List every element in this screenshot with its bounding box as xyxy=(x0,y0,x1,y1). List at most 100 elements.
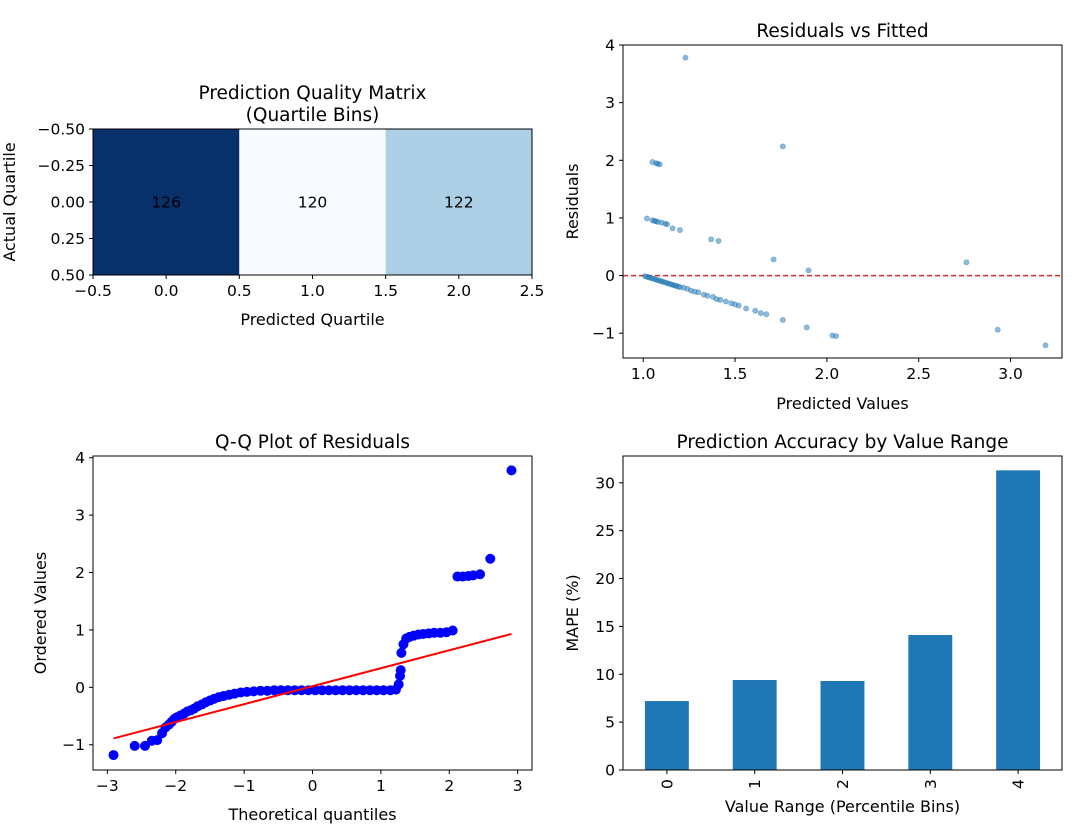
scatter-point xyxy=(763,311,770,318)
qq-point xyxy=(371,685,382,696)
scatter-point xyxy=(695,289,702,296)
y-tick-label: −0.25 xyxy=(38,157,86,175)
x-tick-label: 3 xyxy=(922,779,940,789)
qq-point xyxy=(447,625,458,636)
qq-point xyxy=(351,685,362,696)
x-tick-label: 4 xyxy=(1010,779,1028,789)
y-axis-label: Ordered Values xyxy=(31,552,50,674)
qq-point xyxy=(344,685,355,696)
y-tick-label: −1 xyxy=(592,325,615,343)
cell-value-label: 126 xyxy=(151,194,181,212)
y-tick-label: 0.25 xyxy=(50,230,85,248)
x-tick-label: 0 xyxy=(308,777,318,795)
y-tick-label: 30 xyxy=(595,474,615,492)
y-tick-label: 3 xyxy=(605,94,615,112)
qq-point xyxy=(485,553,496,564)
qq-point xyxy=(395,665,406,676)
qq-fit-line xyxy=(113,632,512,740)
scatter-point xyxy=(715,238,722,244)
y-axis-label: Residuals xyxy=(563,164,582,240)
chart-title: Residuals vs Fitted xyxy=(756,21,928,42)
y-tick-label: 1 xyxy=(75,621,85,639)
x-tick-label: 0 xyxy=(658,779,676,789)
y-tick-label: 3 xyxy=(75,507,85,525)
x-tick-label: −3 xyxy=(96,777,119,795)
qq-point xyxy=(108,750,119,761)
qq-point xyxy=(358,685,369,696)
scatter-point xyxy=(682,54,689,61)
scatter-point xyxy=(717,296,724,303)
x-tick-label: 1.5 xyxy=(723,365,748,383)
scatter-point xyxy=(708,236,715,243)
y-axis-label: Actual Quartile xyxy=(0,142,19,261)
x-tick-label: 2.5 xyxy=(520,282,545,300)
qq-point xyxy=(129,740,140,751)
qq-point xyxy=(269,685,280,696)
x-axis-label: Theoretical quantiles xyxy=(227,805,396,824)
heatmap-cell xyxy=(239,129,386,275)
chart-title: Prediction Quality Matrix xyxy=(198,83,426,104)
x-tick-label: 2.5 xyxy=(906,365,931,383)
x-tick-label: 2 xyxy=(834,779,852,789)
scatter-point xyxy=(779,143,786,150)
qq-point xyxy=(310,685,321,696)
x-tick-label: −1 xyxy=(233,777,256,795)
x-tick-label: 2.0 xyxy=(815,365,840,383)
qq-point xyxy=(337,685,348,696)
y-tick-label: 20 xyxy=(595,570,615,588)
prediction-quality-heatmap: 126 120 122 −0.5 0.0 0.5 1.0 1.5 2.0 2.5 −0.50 −0.2… xyxy=(0,83,544,329)
qq-point xyxy=(378,685,389,696)
y-tick-label: 0 xyxy=(605,762,615,780)
scatter-point xyxy=(735,302,742,309)
scatter-point xyxy=(779,317,786,323)
scatter-point xyxy=(743,305,749,312)
y-tick-label: 2 xyxy=(605,152,615,170)
qq-point xyxy=(330,685,341,696)
chart-title: Q-Q Plot of Residuals xyxy=(215,432,410,453)
qq-point xyxy=(396,647,407,658)
bar xyxy=(732,680,777,770)
y-tick-label: 4 xyxy=(75,449,85,467)
y-tick-label: 5 xyxy=(605,714,615,732)
x-tick-label: 1.0 xyxy=(631,365,656,383)
y-tick-label: 10 xyxy=(595,666,615,684)
x-tick-label: −0.5 xyxy=(74,282,112,300)
bar xyxy=(820,680,865,770)
qq-point xyxy=(506,465,517,476)
x-tick-label: 3 xyxy=(513,777,523,795)
scatter-point xyxy=(1042,342,1049,349)
bar xyxy=(996,470,1041,770)
y-tick-label: 15 xyxy=(595,618,615,636)
scatter-point xyxy=(805,267,812,274)
axes-frame xyxy=(622,44,1063,359)
x-tick-label: 2 xyxy=(444,777,454,795)
y-tick-label: 0.50 xyxy=(50,267,85,285)
y-tick-label: −1 xyxy=(62,736,85,754)
qq-point xyxy=(323,685,334,696)
qq-point xyxy=(393,679,404,690)
scatter-point xyxy=(994,326,1001,333)
x-tick-label: −2 xyxy=(164,777,187,795)
chart-title: (Quartile Bins) xyxy=(246,105,380,126)
scatter-point xyxy=(677,227,683,233)
y-tick-label: 2 xyxy=(75,564,85,582)
x-axis-label: Value Range (Percentile Bins) xyxy=(725,797,960,816)
y-tick-label: 0.00 xyxy=(50,194,85,212)
y-tick-label: 25 xyxy=(595,522,615,540)
x-tick-label: 2.0 xyxy=(447,282,472,300)
scatter-point xyxy=(643,215,650,222)
qq-plot: −3 −2 −1 0 1 2 3 −1 0 1 2 3 4 Q-Q Plot of Residuals Th… xyxy=(31,432,533,824)
x-tick-label: 3.0 xyxy=(998,365,1023,383)
scatter-point xyxy=(704,292,711,299)
y-tick-label: 1 xyxy=(605,209,615,227)
bar xyxy=(908,635,953,770)
x-tick-label: 0.0 xyxy=(154,282,179,300)
qq-point xyxy=(139,740,150,751)
bar xyxy=(644,701,689,770)
scatter-point xyxy=(722,298,729,305)
scatter-point xyxy=(757,310,764,316)
y-tick-label: 0 xyxy=(75,679,85,697)
heatmap-cell xyxy=(93,129,240,275)
scatter-point xyxy=(752,307,759,314)
